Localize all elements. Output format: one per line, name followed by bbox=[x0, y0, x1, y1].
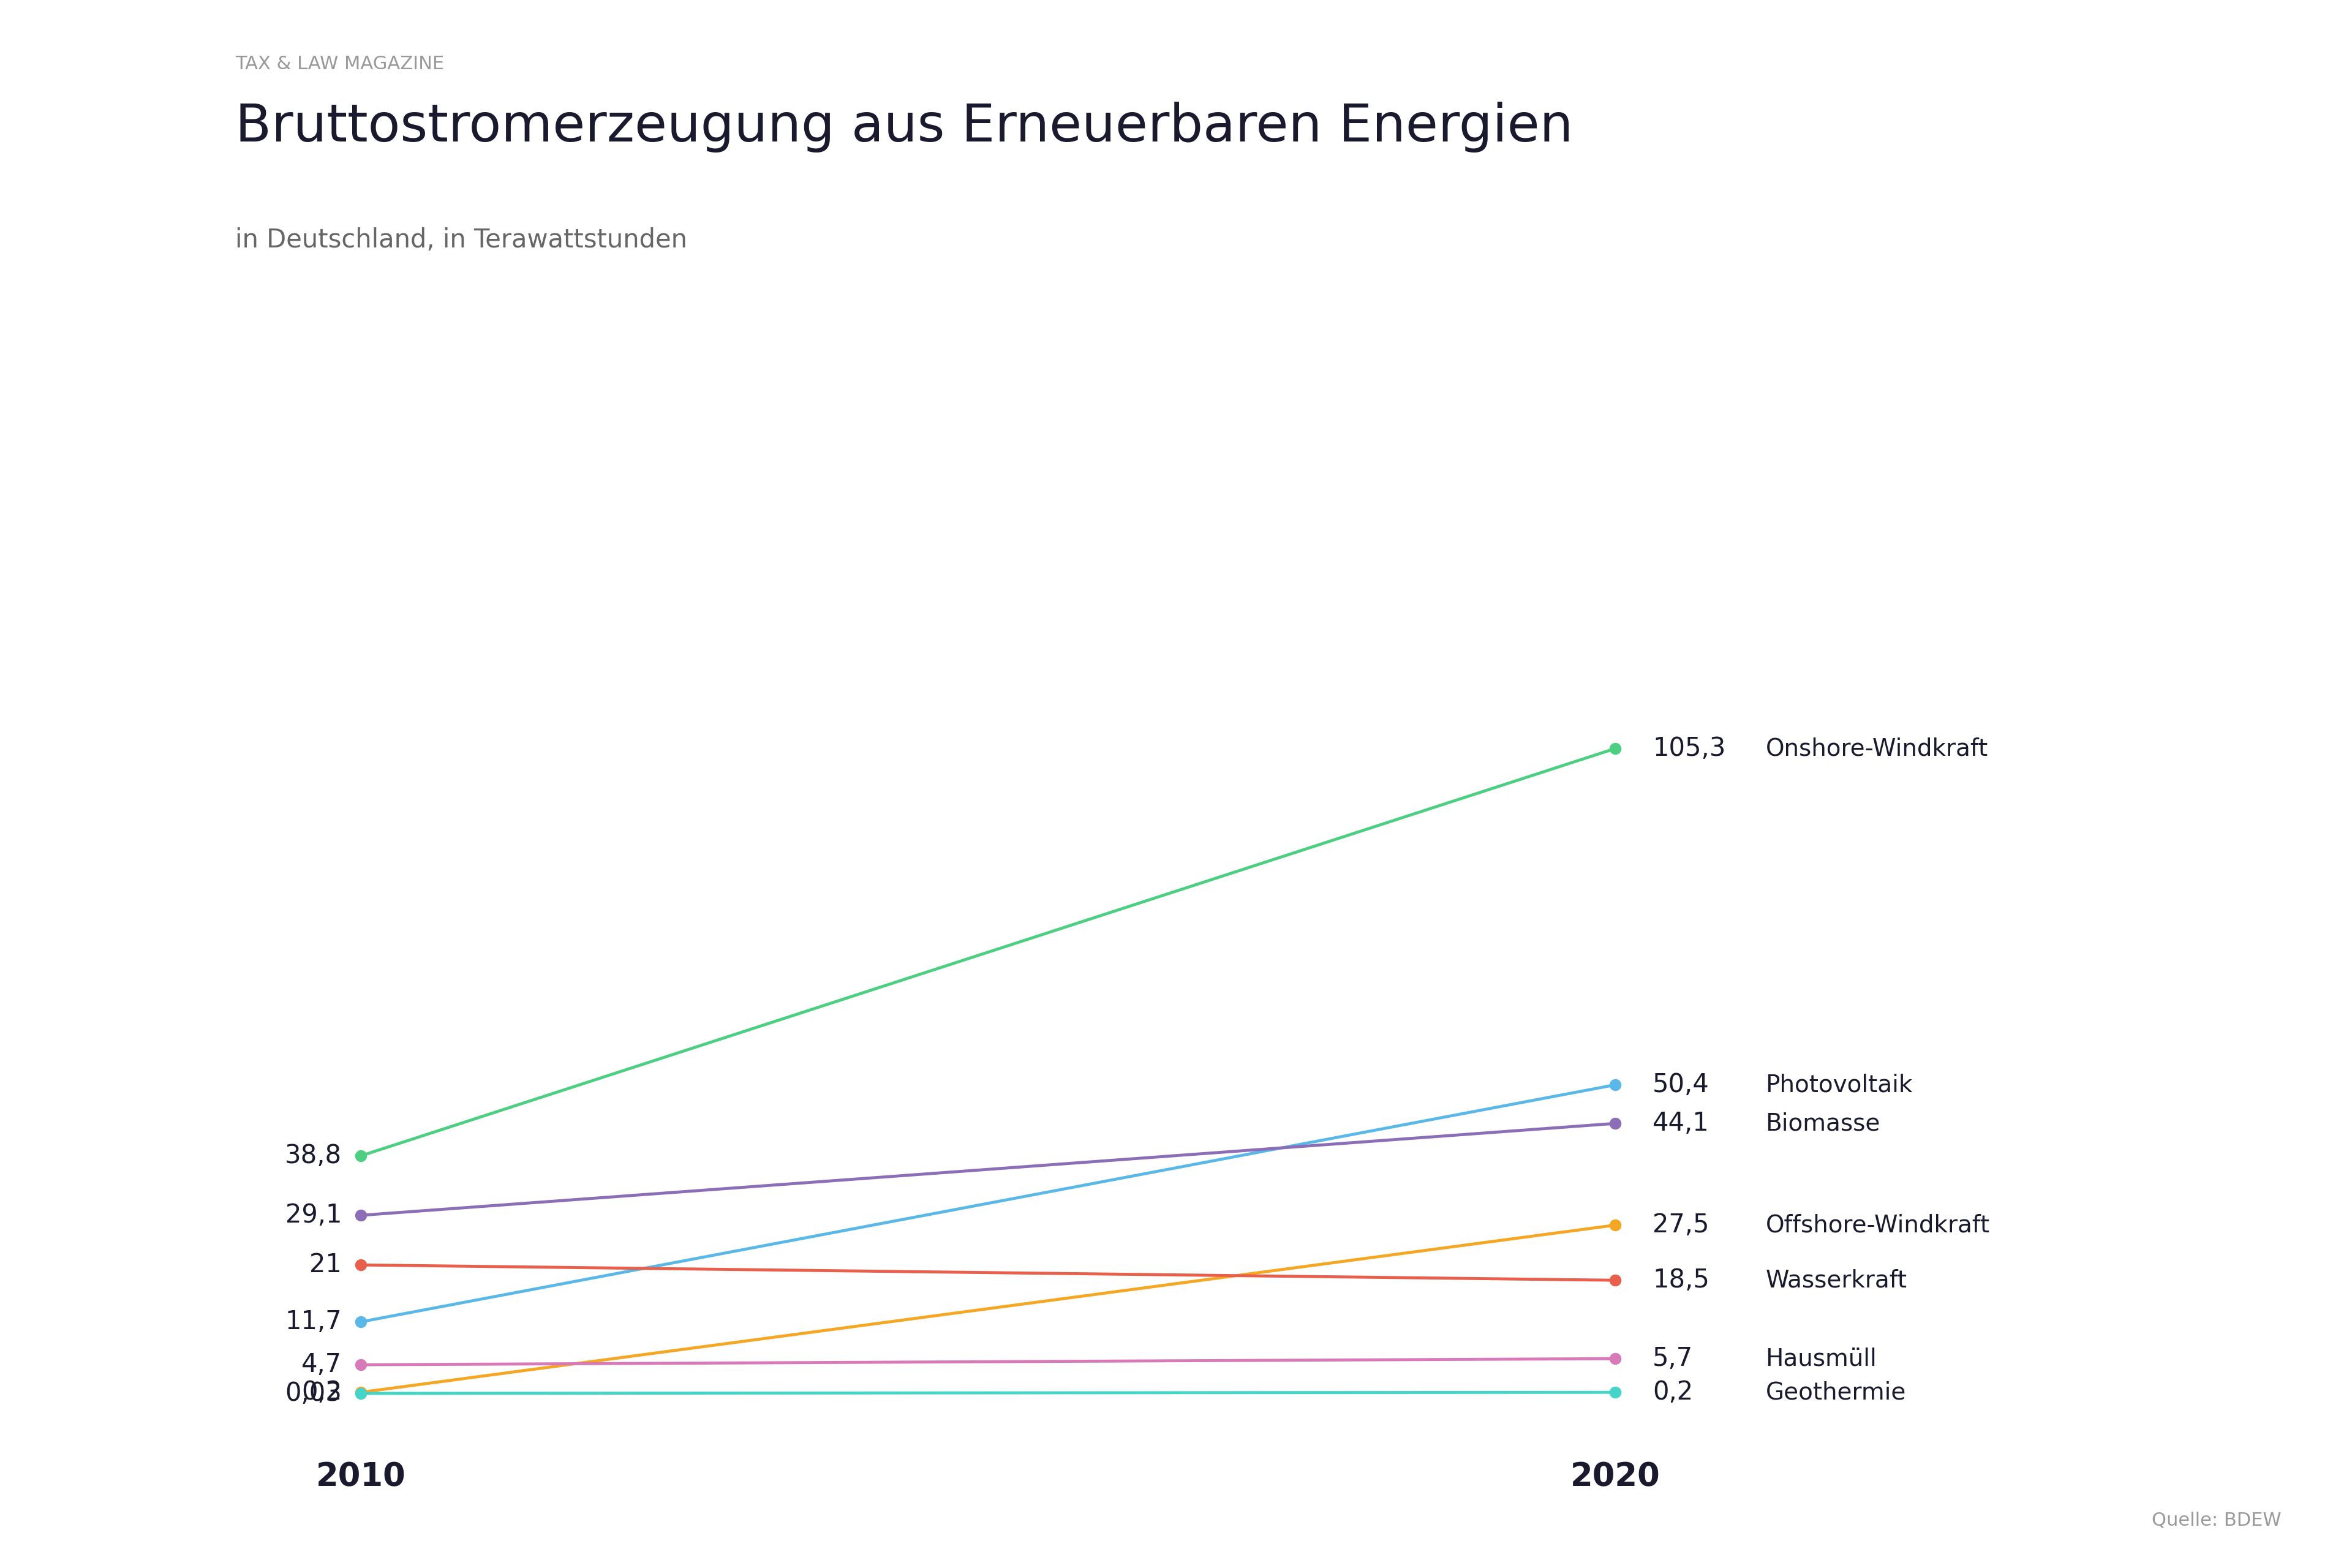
Text: 0,2: 0,2 bbox=[301, 1380, 341, 1405]
Text: Biomasse: Biomasse bbox=[1766, 1112, 1879, 1135]
Text: 27,5: 27,5 bbox=[1653, 1212, 1710, 1239]
Text: 44,1: 44,1 bbox=[1653, 1110, 1710, 1137]
Text: Offshore-Windkraft: Offshore-Windkraft bbox=[1766, 1214, 1990, 1237]
Text: 5,7: 5,7 bbox=[1653, 1345, 1693, 1372]
Text: in Deutschland, in Terawattstunden: in Deutschland, in Terawattstunden bbox=[235, 227, 687, 252]
Text: Wasserkraft: Wasserkraft bbox=[1766, 1269, 1907, 1292]
Text: Geothermie: Geothermie bbox=[1766, 1381, 1905, 1403]
Text: Hausmüll: Hausmüll bbox=[1766, 1347, 1877, 1370]
Text: 0,2: 0,2 bbox=[1653, 1380, 1693, 1405]
Text: Onshore-Windkraft: Onshore-Windkraft bbox=[1766, 737, 1987, 760]
Text: 4,7: 4,7 bbox=[301, 1352, 341, 1378]
Text: 50,4: 50,4 bbox=[1653, 1073, 1710, 1098]
Text: 11,7: 11,7 bbox=[285, 1309, 341, 1334]
Text: 105,3: 105,3 bbox=[1653, 735, 1726, 762]
Text: TAX & LAW MAGAZINE: TAX & LAW MAGAZINE bbox=[235, 55, 445, 72]
Text: Bruttostromerzeugung aus Erneuerbaren Energien: Bruttostromerzeugung aus Erneuerbaren En… bbox=[235, 102, 1573, 152]
Text: Photovoltaik: Photovoltaik bbox=[1766, 1073, 1912, 1096]
Text: 18,5: 18,5 bbox=[1653, 1267, 1710, 1294]
Text: 38,8: 38,8 bbox=[285, 1143, 341, 1168]
Text: 29,1: 29,1 bbox=[285, 1203, 341, 1228]
Text: 0,03: 0,03 bbox=[285, 1380, 341, 1406]
Text: 21: 21 bbox=[310, 1253, 341, 1278]
Text: Quelle: BDEW: Quelle: BDEW bbox=[2152, 1512, 2281, 1529]
